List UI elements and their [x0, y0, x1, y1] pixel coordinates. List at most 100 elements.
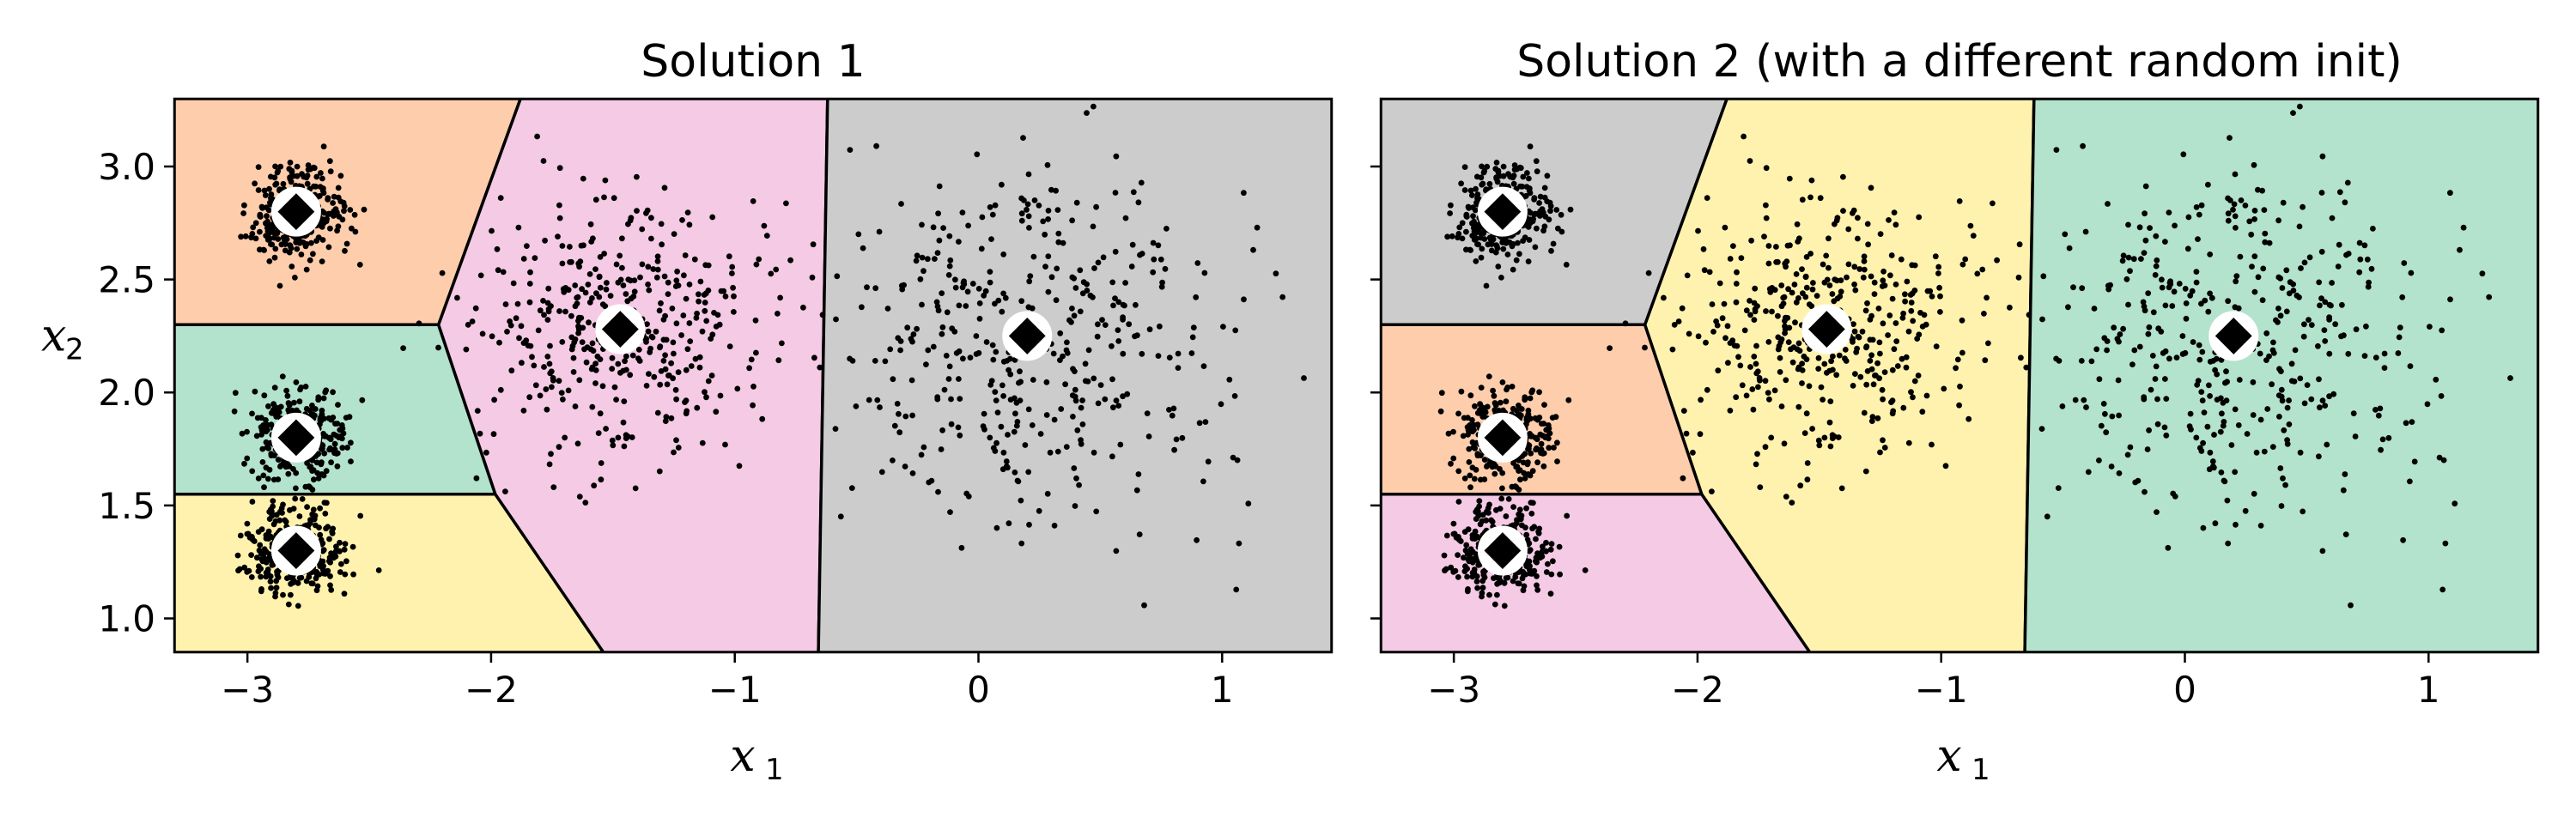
data-point [2207, 393, 2214, 399]
data-point [664, 381, 671, 388]
data-point [1833, 372, 1840, 379]
data-point [1112, 190, 1119, 196]
data-point [756, 256, 762, 263]
data-point [1477, 521, 1484, 528]
data-point [267, 579, 274, 585]
data-point [917, 276, 924, 282]
data-point [271, 234, 277, 241]
data-point [658, 368, 665, 374]
data-point [344, 445, 350, 451]
data-point [1460, 433, 1467, 439]
data-point [878, 469, 885, 476]
data-point [265, 207, 272, 214]
data-point [1135, 199, 1142, 206]
data-point [1126, 321, 1133, 328]
data-point [998, 423, 1005, 430]
data-point [1527, 547, 1534, 554]
data-point [274, 230, 281, 237]
data-point [1543, 539, 1549, 546]
data-point [537, 392, 544, 399]
data-point [2039, 316, 2045, 323]
data-point [258, 432, 264, 438]
data-point [995, 297, 1002, 304]
data-point [295, 603, 301, 609]
chart-title: Solution 2 (with a different random init… [1516, 36, 2403, 88]
data-point [2104, 347, 2111, 354]
data-point [1188, 350, 1195, 356]
data-point [1018, 298, 1025, 305]
data-point [2297, 449, 2304, 456]
data-point [1055, 230, 1062, 237]
data-point [1908, 389, 1914, 396]
data-point [601, 251, 607, 257]
data-point [981, 410, 987, 417]
data-point [1861, 409, 1868, 416]
data-point [2196, 356, 2203, 363]
data-point [1941, 385, 1947, 392]
data-point [1084, 110, 1090, 117]
data-point [1909, 290, 1916, 297]
data-point [833, 316, 839, 323]
data-point [1115, 299, 1122, 306]
data-point [965, 222, 971, 229]
data-point [2233, 225, 2239, 231]
data-point [1170, 405, 1177, 412]
data-point [1820, 261, 1826, 268]
data-point [325, 210, 331, 217]
data-point [2018, 354, 2024, 361]
data-point [2233, 521, 2239, 528]
data-point [648, 215, 654, 221]
data-point [2264, 406, 2271, 412]
data-point [750, 198, 756, 204]
data-point [2308, 396, 2315, 403]
data-point [2125, 301, 2131, 308]
data-point [1467, 187, 1474, 194]
data-point [963, 303, 969, 309]
data-point [1789, 500, 1795, 506]
data-point [1767, 288, 1774, 295]
data-point [1450, 520, 1457, 527]
data-point [993, 397, 999, 403]
data-point [811, 354, 817, 361]
data-point [2187, 292, 2194, 299]
data-point [1115, 327, 1121, 333]
data-point [504, 329, 510, 335]
data-point [1807, 194, 1814, 201]
data-point [750, 383, 756, 390]
data-point [1722, 335, 1728, 342]
x-axis-label-subscript: 1 [1971, 753, 1990, 787]
data-point [597, 284, 604, 291]
data-point [1956, 402, 1963, 409]
data-point [1959, 261, 1966, 268]
data-point [2317, 404, 2323, 411]
data-point [604, 280, 610, 286]
data-point [1538, 209, 1544, 216]
data-point [2357, 256, 2364, 263]
data-point [2116, 412, 2123, 419]
data-point [2207, 251, 2214, 258]
data-point [2142, 210, 2148, 217]
x-tick-label: 0 [967, 669, 990, 711]
data-point [989, 211, 996, 218]
data-point [992, 389, 999, 395]
data-point [1808, 303, 1815, 310]
data-point [1771, 387, 1778, 394]
data-point [603, 426, 609, 432]
data-point [1484, 403, 1491, 410]
data-point [271, 254, 278, 261]
data-point [1463, 211, 1470, 218]
data-point [1485, 373, 1492, 379]
data-point [2251, 161, 2257, 168]
data-point [1102, 396, 1109, 403]
data-point [2225, 210, 2232, 217]
data-point [2408, 270, 2415, 276]
data-point [1050, 350, 1057, 357]
data-point [1090, 294, 1096, 300]
data-point [1852, 287, 1859, 294]
data-point [1859, 328, 1866, 335]
data-point [1479, 163, 1485, 170]
data-point [1807, 251, 1814, 257]
data-point [2329, 280, 2336, 286]
data-point [1917, 310, 1923, 316]
data-point [934, 394, 941, 400]
